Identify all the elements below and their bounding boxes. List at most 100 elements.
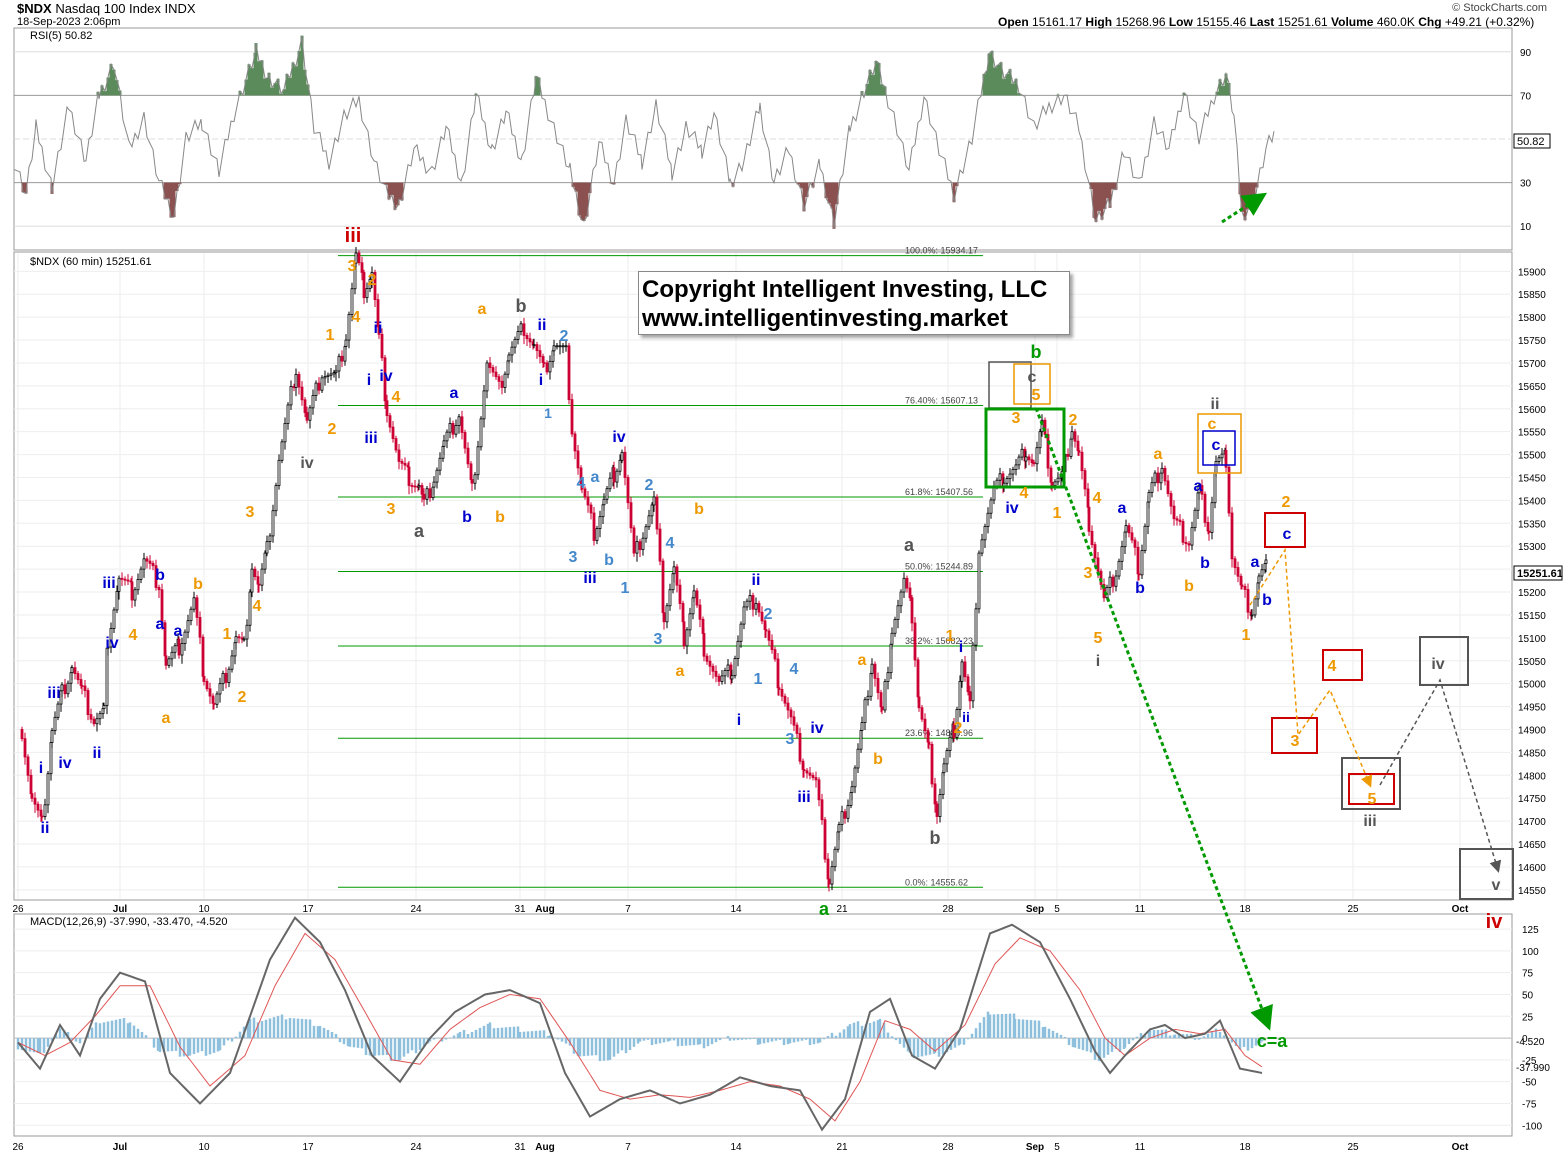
candle-body [767, 630, 771, 641]
wave-label: b [1262, 592, 1272, 609]
candle-body [798, 733, 802, 762]
candle-body [902, 577, 906, 593]
candle-body [1080, 451, 1084, 472]
candle-body [827, 878, 831, 885]
open-label: Open [998, 15, 1029, 29]
candle-body [1178, 519, 1182, 522]
macd-panel [13, 913, 1513, 1137]
wave-label: 4 [577, 475, 586, 492]
candle-body [212, 702, 216, 705]
candle-body [548, 360, 552, 373]
wave-label: a [904, 535, 915, 555]
macd-tick-label: -75 [1522, 1099, 1537, 1110]
wave-label: b [930, 828, 941, 848]
x-tick-label: 21 [836, 904, 848, 915]
wave-label: i [1096, 653, 1100, 670]
candle-body [198, 617, 202, 638]
candle-body [773, 649, 777, 660]
candle-body [311, 395, 315, 409]
wave-label: b [1135, 580, 1145, 597]
candle-body [403, 462, 407, 466]
candle-body [30, 793, 34, 799]
candle-body [350, 288, 354, 315]
candle-body [777, 687, 781, 690]
candle-body [880, 706, 884, 711]
price-tick-label: 15000 [1518, 680, 1546, 691]
candle-body [1213, 472, 1217, 504]
candle-body [1160, 467, 1164, 474]
candle-body [136, 579, 140, 591]
candle-body [73, 667, 77, 674]
price-tick-label: 14550 [1518, 886, 1546, 897]
candle-body [592, 512, 596, 541]
candle-body [726, 664, 730, 671]
macd-x-tick-label: Jul [113, 1142, 128, 1153]
last-price-text: 15251.61 [1517, 568, 1563, 580]
candle-body [454, 425, 458, 435]
candle-body [102, 705, 106, 710]
candle-body [516, 331, 520, 340]
wave-label: i [367, 372, 371, 389]
candle-body [920, 707, 924, 720]
candle-body [589, 504, 593, 514]
candle-body [139, 568, 143, 580]
candle-body [250, 568, 254, 593]
wave-label: ii [752, 572, 761, 589]
candle-body [445, 431, 449, 442]
candle-body [1230, 512, 1234, 560]
candle-body [457, 416, 461, 426]
candle-body [532, 344, 536, 347]
wave-label: iv [1431, 656, 1444, 673]
wave-label: i [737, 712, 741, 729]
wave-label: ii [93, 745, 102, 762]
red-box-4 [1322, 649, 1363, 681]
candle-body [655, 496, 659, 530]
candle-body [933, 783, 937, 805]
high-value: 15268.96 [1115, 15, 1166, 29]
candle-body [1056, 477, 1060, 483]
macd-x-tick-label: 10 [198, 1142, 210, 1153]
macd-tick-label: -50 [1522, 1078, 1537, 1089]
candle-body [248, 591, 252, 626]
macd-x-tick-label: 18 [1239, 1142, 1251, 1153]
candle-body [1240, 584, 1244, 587]
wave-label: b [155, 567, 165, 584]
wave-label: 1 [754, 671, 763, 688]
wave-label: iv [300, 455, 313, 472]
price-grid: 1455014600146501470014750148001485014900… [12, 253, 1546, 1153]
candle-body [817, 779, 821, 801]
price-title: $NDX (60 min) 15251.61 [30, 256, 152, 268]
candle-body [1073, 431, 1077, 442]
candle-body [795, 724, 799, 734]
wave-label: iii [364, 430, 377, 447]
candle-body [230, 655, 234, 670]
wave-label: iv [810, 720, 823, 737]
candle-body [413, 485, 417, 488]
candle-body [612, 467, 616, 483]
candle-body [442, 440, 446, 447]
rsi-tick-label: 70 [1520, 91, 1532, 102]
x-tick-label: 28 [942, 904, 954, 915]
rsi-value-tag [1513, 133, 1551, 149]
candle-body [1099, 570, 1103, 585]
candle-body [420, 485, 424, 495]
candle-body [1169, 493, 1173, 507]
candle-body [170, 651, 174, 660]
green-box-b [984, 407, 1066, 489]
candle-body [966, 676, 970, 693]
price-tick-label: 15400 [1518, 496, 1546, 507]
candle-body [1166, 480, 1170, 494]
x-tick-label: 24 [410, 904, 422, 915]
wave-label: iii [102, 575, 115, 592]
wave-label: i [539, 372, 543, 389]
candle-body [843, 811, 847, 819]
candle-body [438, 457, 442, 471]
candle-body [1236, 567, 1240, 577]
orange-box-c5 [1013, 363, 1051, 405]
candle-body [177, 638, 181, 656]
wave-label: a [478, 301, 487, 318]
candle-body [1197, 485, 1201, 494]
candle-body [320, 377, 324, 391]
projection-arrows [1034, 192, 1502, 1031]
candle-body [1030, 459, 1034, 464]
